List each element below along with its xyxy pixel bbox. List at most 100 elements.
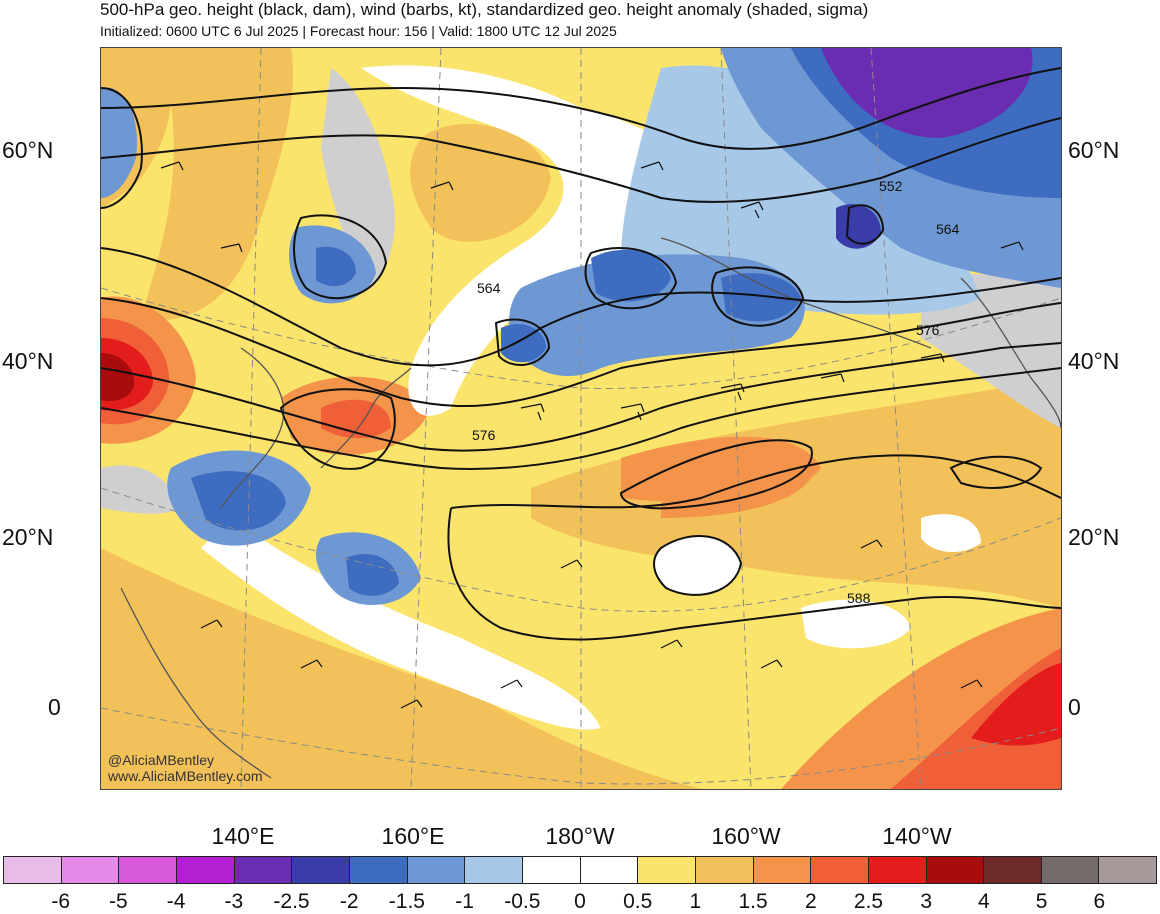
colorbar-tick-label: 1.5 [738,890,768,913]
colorbar-tick-label: 0 [574,890,586,913]
lat-label-left: 20°N [2,524,54,550]
map-subtitle: Initialized: 0600 UTC 6 Jul 2025 | Forec… [100,23,617,39]
height-contour [101,117,1061,203]
wind-barb [200,619,223,629]
colorbar [3,856,1157,884]
height-contour [101,67,1061,150]
wind-barb [500,679,523,689]
anomaly-negative-region [346,554,399,596]
height-contour-closed-high [653,535,743,596]
anomaly-positive-region [971,663,1061,746]
coastline-north-america [960,277,1061,429]
colorbar-tick-label: 0.5 [623,890,653,913]
colorbar-swatch [465,857,523,883]
watermark-site: www.AliciaMBentley.com [108,768,263,784]
colorbar-tick-label: -1 [455,890,474,913]
land-shading [921,273,1061,428]
anomaly-positive-region [891,648,1061,789]
wind-barb [660,639,683,649]
anomaly-neutral-region [361,65,687,416]
colorbar-swatch [61,857,120,883]
colorbar-swatch [1041,857,1100,883]
wind-barb [560,559,583,569]
coastline-aleutians [660,237,932,349]
anomaly-negative-region [191,471,286,531]
colorbar-tick-label: -4 [166,890,186,913]
anomaly-positive-region [141,48,293,320]
lat-label-left: 60°N [2,137,54,163]
height-contour-588 [450,454,1061,509]
anomaly-negative-region [591,249,671,302]
land-shading [101,465,181,514]
wind-barb [820,373,845,383]
contour-label-564: 564 [477,280,501,296]
wind-barb [960,679,983,689]
colorbar-swatch [811,857,869,883]
height-contour [101,297,1061,407]
contour-label-588: 588 [847,590,871,606]
map-panel: 552 564 564 576 576 588 [100,47,1062,790]
map-canvas: 552 564 564 576 576 588 [101,48,1061,789]
colorbar-tick-label: -2.5 [273,890,310,913]
colorbar-swatch [119,857,177,883]
height-contour [101,87,143,209]
anomaly-negative-region [821,48,1033,138]
anomaly-neutral-region [654,536,741,595]
wind-barb [720,383,745,401]
colorbar-tick-label: 2.5 [853,890,884,913]
height-contour [101,367,1061,470]
colorbar-swatch [638,857,696,883]
height-contour [101,247,1061,367]
colorbar-tick-label: -0.5 [504,890,541,913]
lat-label-left: 0 [48,694,61,720]
colorbar-tick-label: -3 [224,890,244,913]
anomaly-negative-region [101,87,137,198]
lon-label: 140°E [211,823,275,849]
colorbar-swatch [234,857,293,883]
coastline-japan [320,367,412,469]
colorbar-swatch [522,857,581,883]
wind-barb [640,161,664,171]
land-shading [321,68,395,288]
wind-barb [220,243,243,253]
lat-label-left: 40°N [2,348,54,374]
lat-label-right: 40°N [1068,348,1120,374]
lat-label-right: 60°N [1068,137,1120,163]
height-contour-closed-low [494,318,551,367]
contour-label-576: 576 [916,322,940,338]
lon-label: 160°W [711,823,781,849]
contour-label-576: 576 [472,427,496,443]
wind-barbs [160,161,1024,709]
height-contour [101,342,1061,452]
colorbar-tick-label: 2 [804,890,817,913]
contour-label-552: 552 [879,178,903,194]
wind-barb [300,659,323,669]
wind-barb [740,201,764,219]
colorbar-swatch [926,857,985,883]
lon-label: 160°E [381,823,445,849]
wind-barb [160,161,184,171]
wind-barb [520,403,545,421]
height-contour-closed-high [619,439,813,510]
colorbar-tick-label: 6 [1093,890,1106,913]
colorbar-swatch [176,857,235,883]
height-contour-closed-low [584,246,678,310]
wind-barb [620,403,645,421]
colorbar-swatch [349,857,408,883]
colorbar-tick-label: 5 [1035,890,1048,913]
lat-label-right: 0 [1068,694,1081,720]
colorbar-tick-label: -6 [51,890,71,913]
colorbar-swatch [868,857,927,883]
colorbar-swatch [753,857,812,883]
colorbar-tick-label: -2 [339,890,359,913]
height-contours [101,67,1061,641]
coastline-asia [220,347,285,509]
wind-barb [760,659,783,669]
map-title: 500-hPa geo. height (black, dam), wind (… [100,0,869,19]
wind-barb [860,539,883,549]
height-contour-closed-high [949,455,1043,489]
anomaly-positive-region [101,548,701,789]
colorbar-swatch [580,857,639,883]
anomaly-negative-region [316,246,356,287]
colorbar-tick-label: 1 [689,890,702,913]
